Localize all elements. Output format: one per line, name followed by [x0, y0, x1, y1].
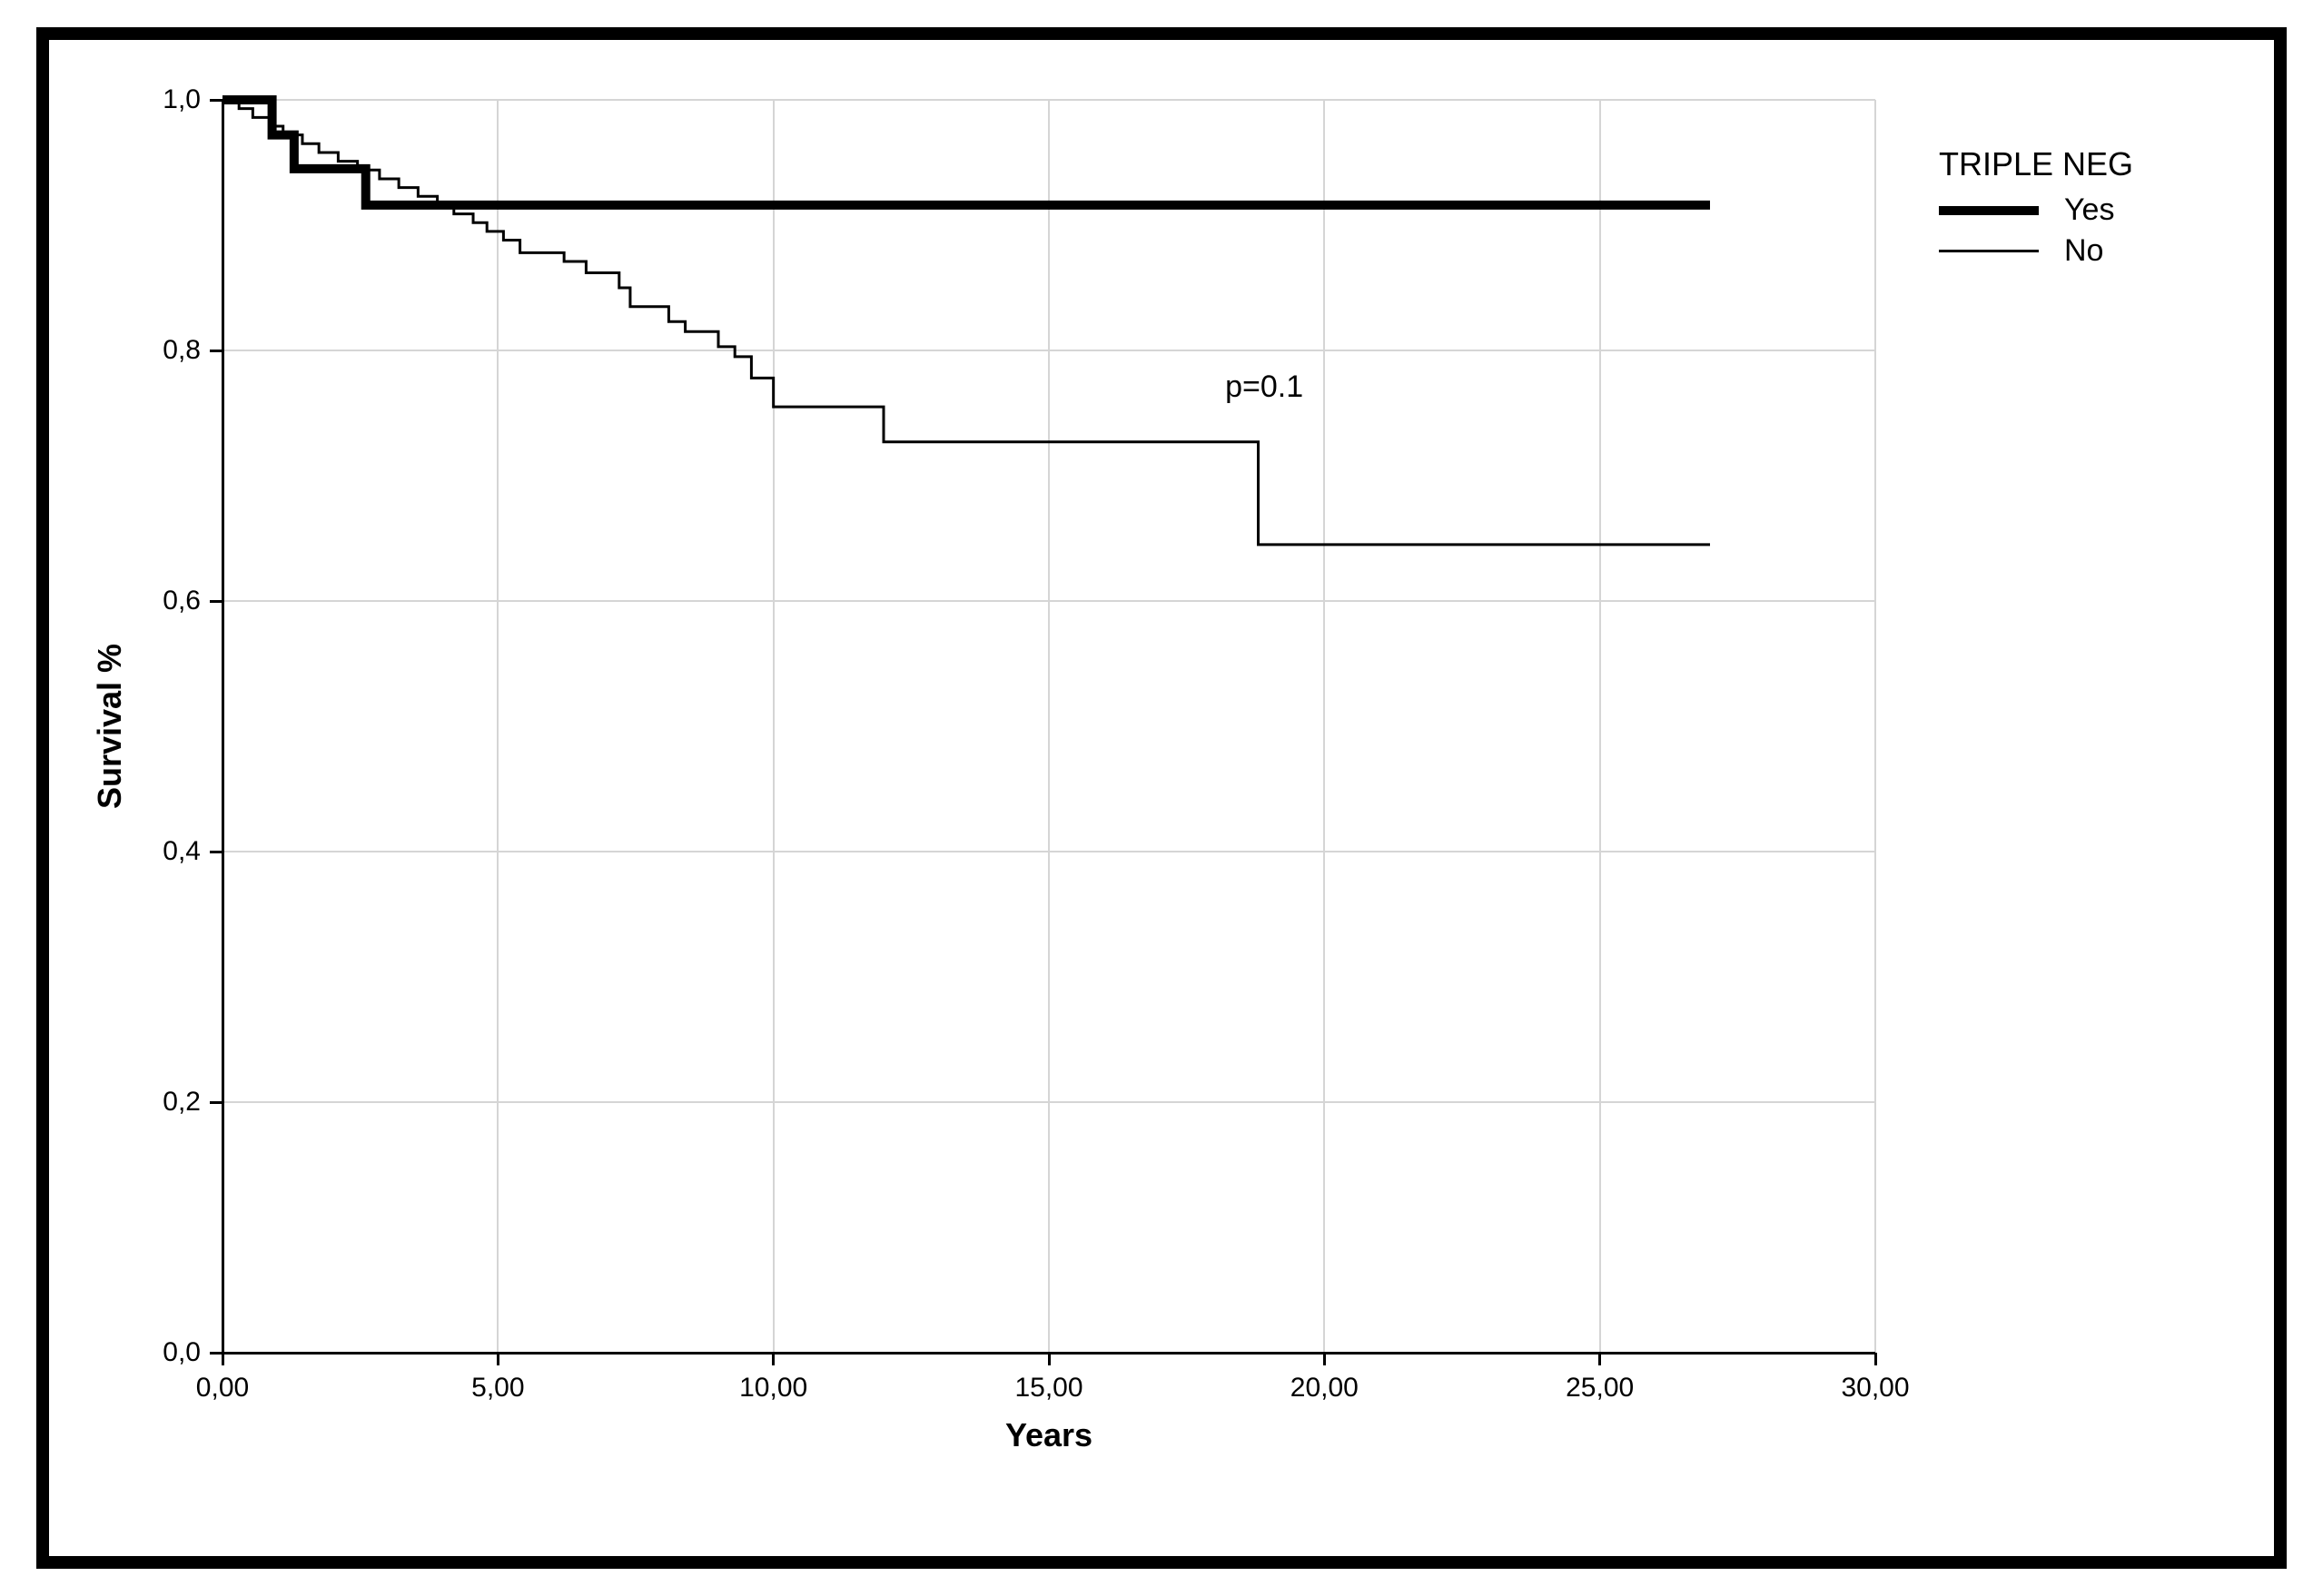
x-tick-label: 20,00 [1290, 1373, 1359, 1404]
y-tick [210, 600, 222, 603]
x-tick-label: 5,00 [471, 1373, 524, 1404]
y-tick [210, 1101, 222, 1104]
x-axis-title: Years [1005, 1416, 1092, 1454]
x-tick-label: 30,00 [1841, 1373, 1909, 1404]
y-tick-label: 0,2 [163, 1087, 201, 1118]
y-tick [210, 1352, 222, 1355]
x-tick-label: 0,00 [196, 1373, 249, 1404]
x-tick [497, 1353, 499, 1365]
p-value-annotation: p=0.1 [1225, 369, 1303, 405]
x-tick [1874, 1353, 1877, 1365]
x-tick-label: 25,00 [1566, 1373, 1634, 1404]
y-tick-label: 1,0 [163, 84, 201, 115]
legend-swatch [1939, 250, 2039, 252]
y-axis-title: Survival % [91, 644, 129, 809]
series-yes [222, 100, 1875, 1353]
y-tick [210, 851, 222, 853]
y-tick-label: 0,6 [163, 586, 201, 616]
x-tick [1048, 1353, 1051, 1365]
legend-item: No [1939, 233, 2133, 269]
x-tick [1598, 1353, 1601, 1365]
legend-item: Yes [1939, 192, 2133, 228]
legend-swatch [1939, 206, 2039, 215]
x-tick [222, 1353, 224, 1365]
legend-label: No [2064, 233, 2103, 269]
legend-title: TRIPLE NEG [1939, 145, 2133, 183]
x-tick-label: 10,00 [739, 1373, 807, 1404]
y-tick [210, 99, 222, 102]
y-tick-label: 0,8 [163, 335, 201, 366]
legend: TRIPLE NEG Yes No [1939, 145, 2133, 274]
x-tick [1323, 1353, 1326, 1365]
y-tick-label: 0,0 [163, 1337, 201, 1368]
y-tick-label: 0,4 [163, 836, 201, 867]
legend-label: Yes [2064, 192, 2114, 228]
plot-area [222, 100, 1875, 1353]
x-tick-label: 15,00 [1014, 1373, 1082, 1404]
x-tick [772, 1353, 775, 1365]
y-tick [210, 350, 222, 352]
